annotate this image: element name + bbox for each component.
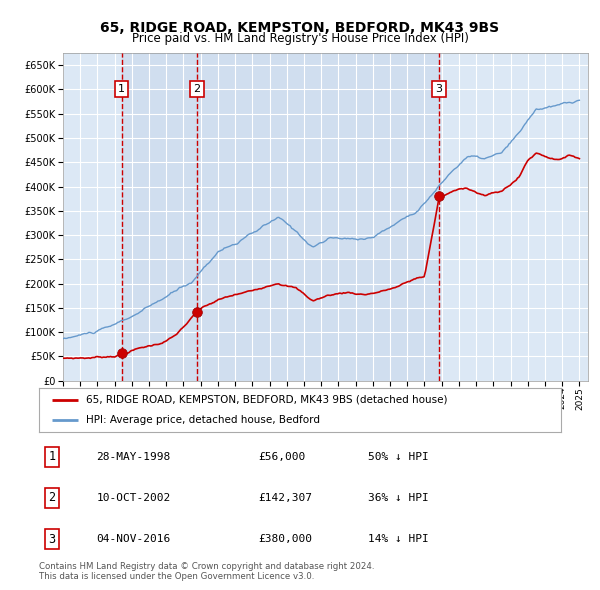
- Text: 1: 1: [49, 450, 56, 463]
- Text: This data is licensed under the Open Government Licence v3.0.: This data is licensed under the Open Gov…: [39, 572, 314, 581]
- Text: 50% ↓ HPI: 50% ↓ HPI: [368, 452, 428, 461]
- Text: 65, RIDGE ROAD, KEMPSTON, BEDFORD, MK43 9BS (detached house): 65, RIDGE ROAD, KEMPSTON, BEDFORD, MK43 …: [86, 395, 448, 405]
- Text: £380,000: £380,000: [258, 535, 312, 544]
- Text: 2: 2: [193, 84, 200, 94]
- Text: £142,307: £142,307: [258, 493, 312, 503]
- Text: 28-MAY-1998: 28-MAY-1998: [97, 452, 170, 461]
- Text: 36% ↓ HPI: 36% ↓ HPI: [368, 493, 428, 503]
- Text: 3: 3: [436, 84, 442, 94]
- Text: Price paid vs. HM Land Registry's House Price Index (HPI): Price paid vs. HM Land Registry's House …: [131, 32, 469, 45]
- Text: 2: 2: [49, 491, 56, 504]
- Text: 65, RIDGE ROAD, KEMPSTON, BEDFORD, MK43 9BS: 65, RIDGE ROAD, KEMPSTON, BEDFORD, MK43 …: [100, 21, 500, 35]
- Text: 14% ↓ HPI: 14% ↓ HPI: [368, 535, 428, 544]
- Text: 10-OCT-2002: 10-OCT-2002: [97, 493, 170, 503]
- Text: 3: 3: [49, 533, 56, 546]
- Bar: [122, 53, 197, 381]
- Text: HPI: Average price, detached house, Bedford: HPI: Average price, detached house, Bedf…: [86, 415, 320, 425]
- Text: Contains HM Land Registry data © Crown copyright and database right 2024.: Contains HM Land Registry data © Crown c…: [39, 562, 374, 571]
- Text: 04-NOV-2016: 04-NOV-2016: [97, 535, 170, 544]
- Text: 1: 1: [118, 84, 125, 94]
- Bar: [197, 53, 439, 381]
- Text: £56,000: £56,000: [258, 452, 305, 461]
